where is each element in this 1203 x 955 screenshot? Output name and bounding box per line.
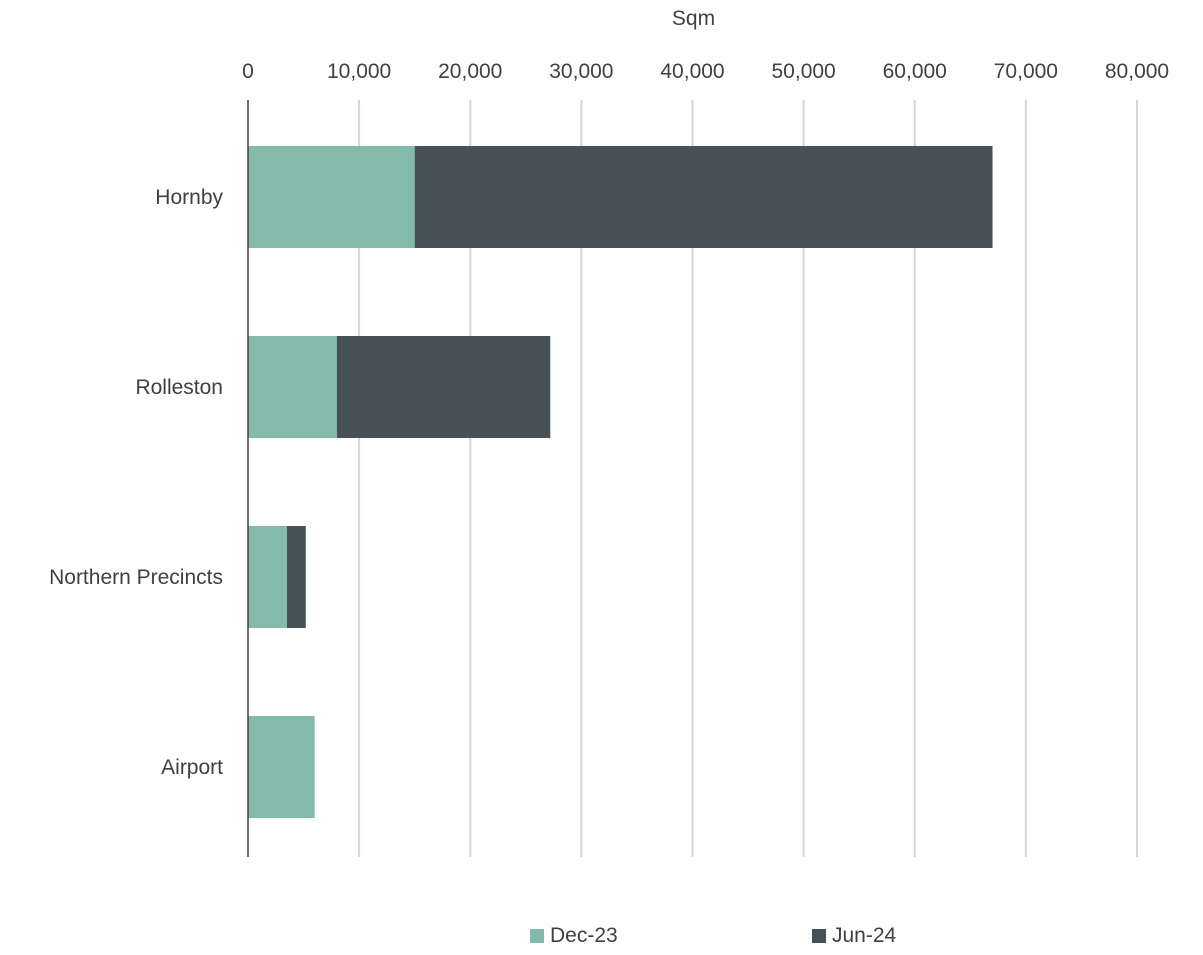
legend: Dec-23 Jun-24 (0, 924, 1203, 948)
category-label: Rolleston (135, 376, 223, 399)
bar-segment (248, 526, 287, 628)
x-tick-label: 60,000 (883, 60, 947, 83)
category-label: Northern Precincts (49, 566, 223, 589)
bar-segment (248, 146, 415, 248)
x-tick-label: 70,000 (994, 60, 1058, 83)
x-axis-title: Sqm (672, 7, 715, 30)
x-tick-label: 80,000 (1105, 60, 1169, 83)
bar-segment (248, 336, 337, 438)
x-tick-label: 40,000 (660, 60, 724, 83)
bar-segment (248, 716, 315, 818)
legend-swatch (812, 929, 826, 943)
legend-item: Jun-24 (812, 924, 896, 948)
x-tick-label: 30,000 (549, 60, 613, 83)
category-labels: Hornby Rolleston Northern Precincts Airport (49, 186, 223, 779)
bar-segment (414, 146, 993, 248)
x-tick-label: 10,000 (327, 60, 391, 83)
x-tick-labels: 0 10,000 20,000 30,000 40,000 50,000 60,000 70,… (242, 60, 1169, 83)
bar-segment (286, 526, 306, 628)
bars (248, 146, 993, 818)
legend-label: Jun-24 (832, 924, 897, 947)
legend-item: Dec-23 (530, 924, 618, 948)
x-tick-label: 50,000 (772, 60, 836, 83)
x-tick-label: 0 (242, 60, 254, 83)
x-tick-label: 20,000 (438, 60, 502, 83)
bar-segment (336, 336, 551, 438)
legend-swatch (530, 929, 544, 943)
legend-label: Dec-23 (550, 924, 618, 947)
category-label: Airport (161, 756, 223, 779)
category-label: Hornby (155, 186, 223, 209)
